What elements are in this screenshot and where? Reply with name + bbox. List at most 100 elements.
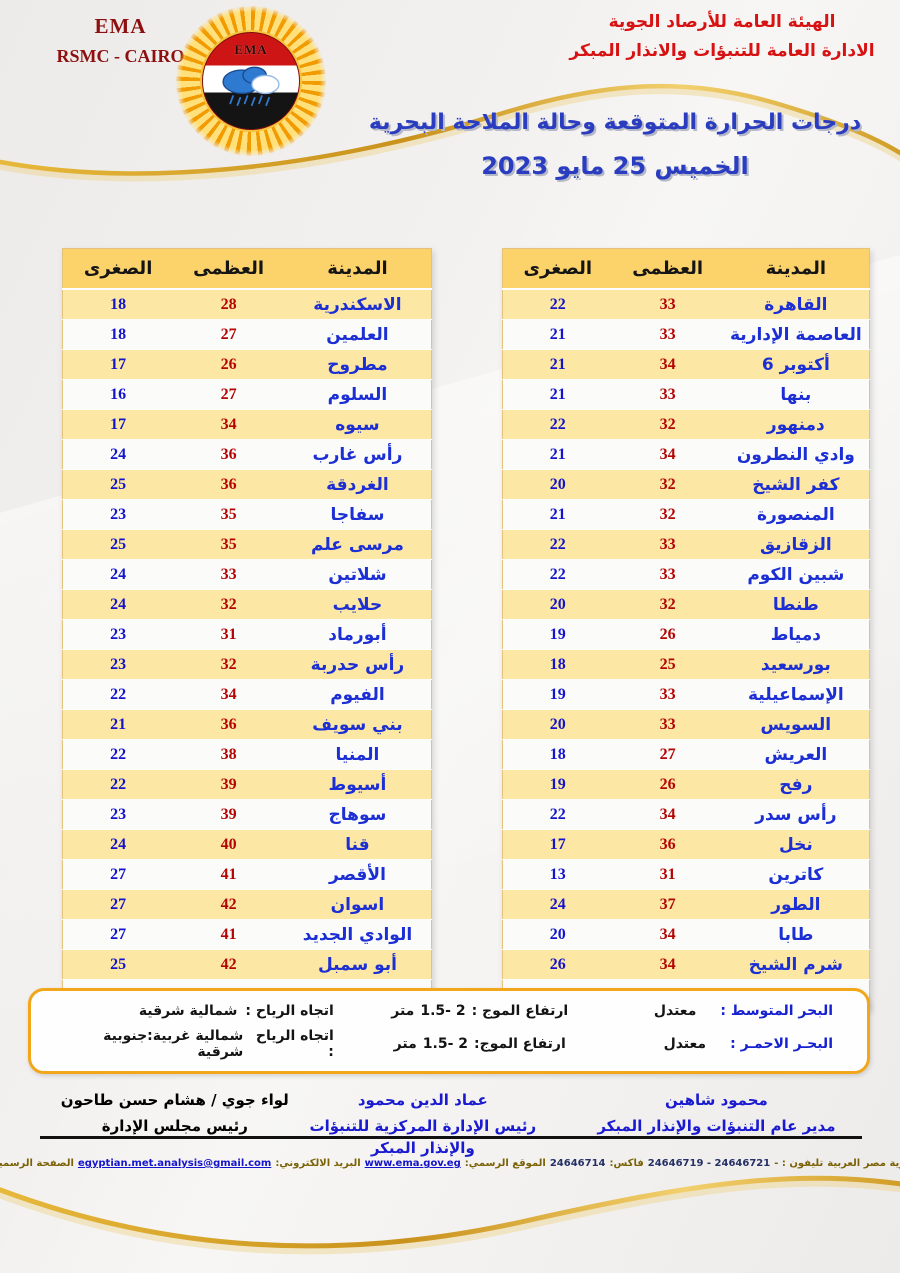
min-temp: 21 — [502, 379, 613, 410]
email-label: البريد الالكتروني: — [275, 1158, 361, 1169]
max-temp: 34 — [612, 799, 723, 830]
min-temp: 25 — [62, 529, 174, 560]
phone-label: تليفون : - — [774, 1158, 824, 1169]
signatory-title: رئيس الإدارة المركزية للتنبؤات والإنذار … — [309, 1116, 537, 1157]
max-temp: 35 — [173, 499, 284, 530]
cloud-rain-icon — [222, 66, 280, 106]
min-temp: 19 — [502, 769, 613, 800]
bulletin-date: الخميس 25 مايو 2023 — [481, 152, 749, 180]
min-temp: 22 — [62, 769, 174, 800]
max-temp: 33 — [173, 559, 284, 590]
min-temp: 27 — [62, 859, 174, 890]
wind-direction-label: اتجاه الرياح : — [255, 1027, 334, 1060]
min-temp: 24 — [502, 889, 613, 920]
max-temp: 33 — [612, 319, 723, 350]
min-temp: 24 — [62, 829, 174, 860]
city-name: شرم الشيخ — [722, 949, 870, 980]
max-temp: 32 — [612, 469, 723, 500]
city-name: كاترين — [722, 859, 870, 890]
max-temp: 26 — [612, 769, 723, 800]
table-row: أسيوط 39 22 — [62, 769, 432, 800]
wind-direction-value: شمالية شرقية — [138, 1002, 238, 1019]
wind-direction-label: اتجاه الرياح : — [245, 1002, 334, 1019]
city-name: اسوان — [283, 889, 432, 920]
min-temp: 18 — [62, 289, 174, 320]
table-row: كاترين 31 13 — [502, 859, 870, 890]
min-temp: 22 — [502, 799, 613, 830]
table-header-row: المدينة العظمى الصغرى — [62, 248, 432, 290]
table-row: الغردقة 36 25 — [62, 469, 432, 500]
city-name: القاهرة — [722, 289, 870, 320]
city-name: طنطا — [722, 589, 870, 620]
city-name: بنها — [722, 379, 870, 410]
table-row: الأقصر 41 27 — [62, 859, 432, 890]
min-temp: 17 — [62, 349, 174, 380]
table-row: ⁦6 أكتوبر⁩ 34 21 — [502, 349, 870, 380]
max-temp: 36 — [612, 829, 723, 860]
fax-label: فاكس: — [609, 1158, 644, 1169]
max-temp: 26 — [173, 349, 284, 380]
email-link[interactable]: egyptian.met.analysis@gmail.com — [77, 1158, 272, 1169]
min-temp: 22 — [62, 679, 174, 710]
min-temp: 25 — [62, 469, 174, 500]
min-temp: 18 — [502, 649, 613, 680]
table-row: بورسعيد 25 18 — [502, 649, 870, 680]
table-row: رأس حدربة 32 23 — [62, 649, 432, 680]
table-row: بني سويف 36 21 — [62, 709, 432, 740]
city-name: كفر الشيخ — [722, 469, 870, 500]
min-temp: 19 — [502, 619, 613, 650]
max-temp: 41 — [173, 859, 284, 890]
min-temp: 20 — [502, 589, 613, 620]
city-name: دمنهور — [722, 409, 870, 440]
phone-numbers: 24646719 - 24646721 — [647, 1158, 771, 1169]
wave-height-cell: ارتفاع الموج: 1.5- 2 متر — [334, 1036, 626, 1052]
org-name-arabic: الهيئة العامة للأرصاد الجوية الادارة الع… — [552, 8, 892, 66]
max-temp: 32 — [612, 589, 723, 620]
min-temp: 24 — [62, 559, 174, 590]
sea-name-label: البحر المتوسط : — [720, 1002, 833, 1019]
website-link[interactable]: www.ema.gov.eg — [364, 1158, 461, 1169]
ema-logo: EMA — [176, 6, 326, 156]
flag-circle-icon: EMA — [202, 32, 300, 130]
signature-block: عماد الدين محمود رئيس الإدارة المركزية ل… — [293, 1090, 553, 1159]
table-row: الاسكندرية 28 18 — [62, 289, 432, 320]
signature-block: لواء جوي / هشام حسن طاحون رئيس مجلس الإد… — [57, 1090, 293, 1159]
sea-state-cell: البحر المتوسط : معتدل — [626, 1003, 833, 1019]
wind-direction-cell: اتجاه الرياح : شمالية شرقية — [65, 1003, 334, 1019]
table-row: دمنهور 32 22 — [502, 409, 870, 440]
footer-divider — [40, 1136, 862, 1139]
org-ar-line1: الهيئة العامة للأرصاد الجوية — [608, 12, 836, 32]
temperature-table-right: المدينة العظمى الصغرى القاهرة 33 22 العا… — [502, 248, 870, 1010]
max-temp: 39 — [173, 799, 284, 830]
city-name: الإسماعيلية — [722, 679, 870, 710]
city-name: العريش — [722, 739, 870, 770]
table-row: رأس غارب 36 24 — [62, 439, 432, 470]
min-temp: 24 — [62, 439, 174, 470]
city-name: السويس — [722, 709, 870, 740]
city-name: رفح — [722, 769, 870, 800]
min-temp: 27 — [62, 919, 174, 950]
min-temp: 17 — [62, 409, 174, 440]
logo-ema-text: EMA — [234, 42, 268, 57]
org-ar-line2: الادارة العامة للتنبؤات والانذار المبكر — [569, 40, 875, 61]
max-temp: 34 — [173, 679, 284, 710]
min-temp: 22 — [502, 409, 613, 440]
sea-state-value: معتدل — [663, 1035, 707, 1052]
city-name: السلوم — [283, 379, 432, 410]
table-row: طابا 34 20 — [502, 919, 870, 950]
city-name: سيوه — [283, 409, 432, 440]
max-temp: 28 — [173, 289, 284, 320]
city-name: الزقازيق — [722, 529, 870, 560]
min-temp: 23 — [62, 499, 174, 530]
max-temp: 35 — [173, 529, 284, 560]
table-row: نخل 36 17 — [502, 829, 870, 860]
max-temp: 42 — [173, 949, 284, 980]
max-temp: 27 — [173, 379, 284, 410]
table-row: دمياط 26 19 — [502, 619, 870, 650]
org-address: الهيئة العامة للأرصاد الجوية - كوبري الق… — [827, 1158, 900, 1169]
wave-height-value: 1.5- 2 — [420, 1002, 466, 1019]
city-name: سوهاج — [283, 799, 432, 830]
max-temp: 32 — [173, 589, 284, 620]
column-header-city: المدينة — [283, 248, 432, 290]
city-name: المنيا — [283, 739, 432, 770]
